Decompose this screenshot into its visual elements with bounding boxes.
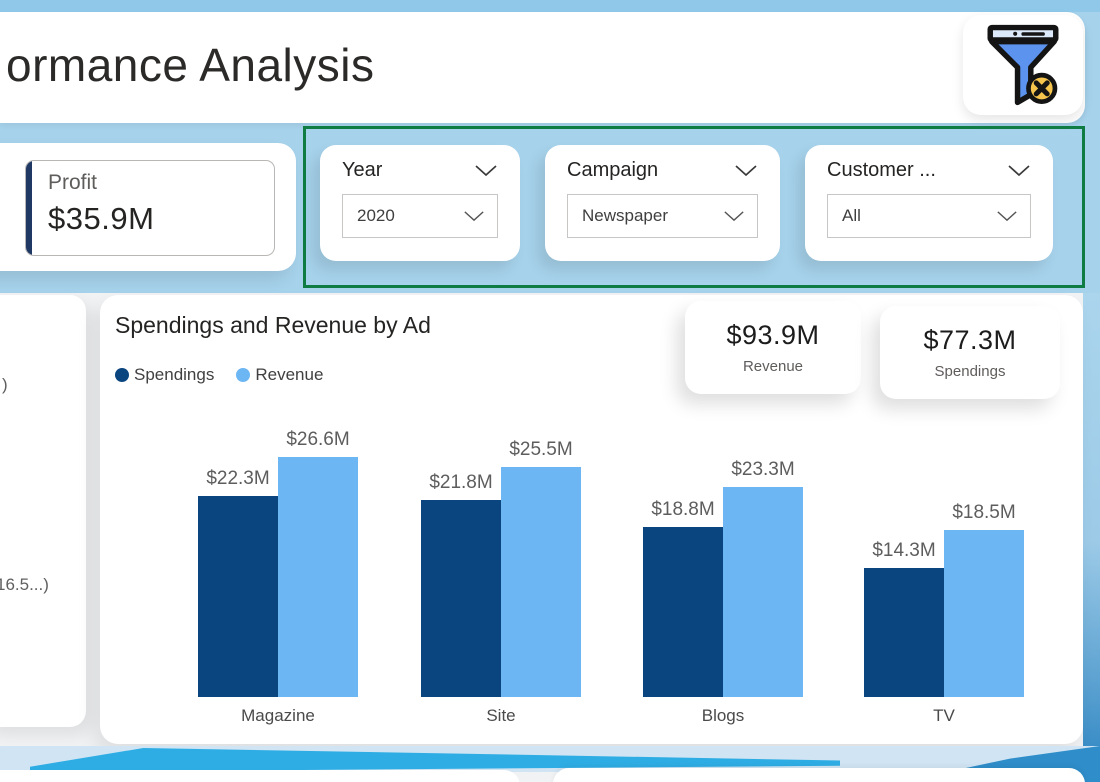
bar-revenue-blogs[interactable]	[723, 487, 803, 697]
bar-value-label: $21.8M	[429, 472, 493, 493]
bar-value-label: $23.3M	[731, 459, 795, 480]
slicer-customer-value: All	[842, 206, 861, 225]
kpi-revenue-value: $93.9M	[726, 320, 820, 350]
slicer-campaign-header[interactable]: Campaign	[567, 159, 758, 182]
bar-spendings-site[interactable]	[421, 500, 501, 697]
kpi-revenue-card: $93.9M Revenue	[685, 301, 861, 394]
top-strip	[0, 0, 1100, 12]
kpi-spendings-label: Spendings	[934, 363, 1006, 380]
bar-value-label: $22.3M	[206, 468, 270, 489]
profit-accent-bar	[26, 161, 32, 255]
legend-item-revenue[interactable]: Revenue	[236, 365, 323, 385]
profit-kpi-inner-box: Profit $35.9M	[25, 160, 275, 256]
slicer-campaign-dropdown[interactable]: Newspaper	[567, 194, 758, 238]
bar-revenue-site[interactable]	[501, 467, 581, 697]
bar-value-label: $26.6M	[286, 429, 350, 450]
funnel-clear-filter-icon	[987, 24, 1059, 106]
clear-all-filters-button[interactable]	[963, 15, 1083, 115]
legend-dot-revenue	[236, 368, 251, 382]
header: ormance Analysis	[0, 12, 1085, 123]
profit-value: $35.9M	[48, 201, 155, 236]
bar-spendings-magazine[interactable]	[198, 496, 278, 697]
next-section-card-left	[0, 770, 520, 782]
cropped-legend-text: )	[2, 375, 8, 394]
slicer-campaign: Campaign Newspaper	[545, 145, 780, 261]
bar-group-magazine: $22.3M $26.6M Magazine	[168, 429, 388, 725]
slicer-campaign-value: Newspaper	[582, 206, 668, 225]
chevron-down-icon	[997, 211, 1017, 222]
slicer-year-dropdown[interactable]: 2020	[342, 194, 498, 238]
slicer-customer-header[interactable]: Customer ...	[827, 159, 1031, 182]
slicer-year-value: 2020	[357, 206, 395, 225]
slicer-customer-label: Customer ...	[827, 159, 936, 181]
chevron-down-icon	[464, 211, 484, 222]
slicer-year-label: Year	[342, 159, 383, 181]
filter-highlight-group: Year 2020 Campaign Newspaper Customer ..…	[303, 126, 1085, 288]
profit-kpi-card: Profit $35.9M	[0, 143, 296, 271]
legend-label: Spendings	[134, 365, 215, 384]
chart-title: Spendings and Revenue by Ad	[115, 312, 431, 338]
kpi-spendings-card: $77.3M Spendings	[880, 306, 1060, 399]
category-label: Blogs	[701, 706, 745, 725]
spendings-revenue-chart-card: Spendings and Revenue by Ad Spendings Re…	[100, 295, 1083, 744]
bar-value-label: $14.3M	[872, 540, 936, 561]
bar-revenue-tv[interactable]	[944, 530, 1024, 697]
bar-plot: $22.3M $26.6M Magazine $21.8M $25.5M Site $18.…	[100, 295, 1083, 744]
chevron-down-icon	[735, 165, 757, 177]
bar-spendings-blogs[interactable]	[643, 527, 723, 697]
chart-legend: Spendings Revenue	[115, 365, 323, 385]
slicer-customer-dropdown[interactable]: All	[827, 194, 1031, 238]
right-margin-strip	[1083, 293, 1100, 746]
category-label: TV	[933, 706, 955, 725]
bar-value-label: $25.5M	[509, 439, 573, 460]
bar-group-tv: $14.3M $18.5M TV	[834, 502, 1054, 725]
bar-value-label: $18.5M	[952, 502, 1016, 523]
legend-label: Revenue	[255, 365, 324, 384]
cropped-legend-text: 16.5...)	[0, 575, 49, 594]
slicer-customer: Customer ... All	[805, 145, 1053, 261]
kpi-revenue-label: Revenue	[742, 358, 804, 375]
left-cropped-visual-card: ) 16.5...)	[0, 295, 86, 727]
bar-group-site: $21.8M $25.5M Site	[391, 439, 611, 725]
kpi-spendings-value: $77.3M	[923, 325, 1017, 355]
slicer-campaign-label: Campaign	[567, 159, 659, 181]
chevron-down-icon	[1008, 165, 1030, 177]
slicer-year: Year 2020	[320, 145, 520, 261]
next-section-card-right	[553, 768, 1085, 782]
bar-revenue-magazine[interactable]	[278, 457, 358, 697]
page-title: ormance Analysis	[6, 39, 375, 91]
chevron-down-icon	[475, 165, 497, 177]
bar-group-blogs: $18.8M $23.3M Blogs	[613, 459, 833, 725]
category-label: Site	[486, 706, 516, 725]
legend-dot-spendings	[115, 368, 129, 382]
legend-item-spendings[interactable]: Spendings	[115, 365, 214, 385]
bar-spendings-tv[interactable]	[864, 568, 944, 697]
profit-label: Profit	[48, 171, 98, 194]
slicer-year-header[interactable]: Year	[342, 159, 498, 182]
bar-value-label: $18.8M	[651, 499, 715, 520]
category-label: Magazine	[241, 706, 315, 725]
chevron-down-icon	[724, 211, 744, 222]
